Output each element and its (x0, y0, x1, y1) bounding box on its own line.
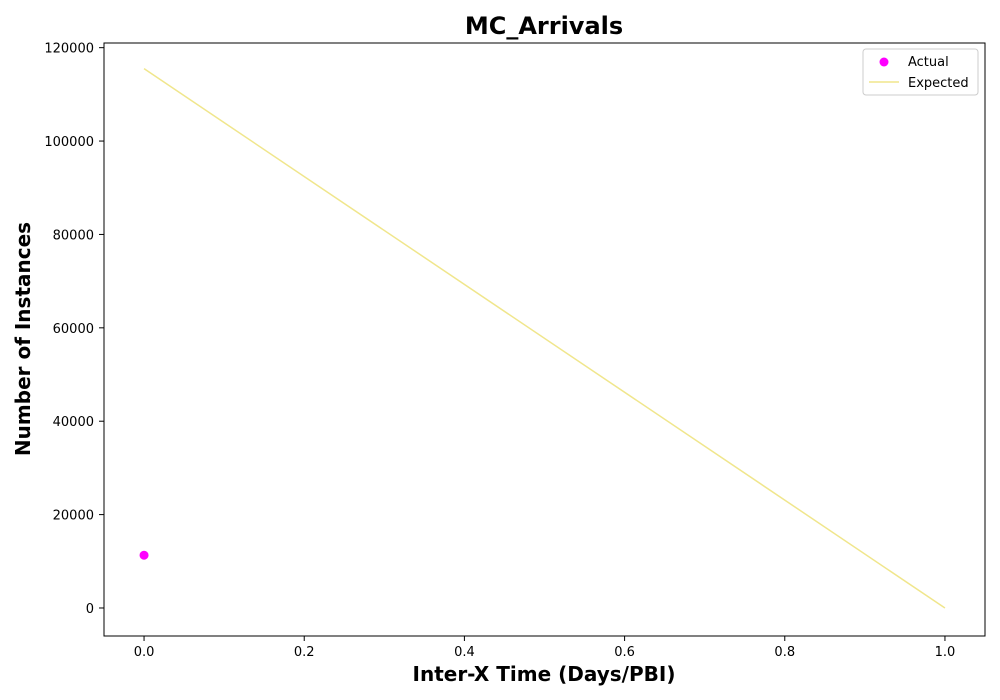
y-tick-label: 40000 (53, 415, 94, 430)
y-tick-label: 100000 (44, 135, 94, 150)
x-tick-label: 0.4 (454, 645, 475, 660)
y-tick-label: 20000 (53, 509, 94, 524)
legend-marker-actual (879, 57, 889, 67)
legend-box (862, 48, 979, 96)
y-tick-label: 60000 (53, 322, 94, 337)
plot-area (103, 42, 986, 637)
x-axis-ticks: 0.0 0.2 0.4 0.6 0.8 1.0 (134, 636, 956, 660)
x-axis-label: Inter-X Time (Days/PBI) (413, 662, 676, 686)
y-tick-label: 80000 (53, 228, 94, 243)
legend-label-expected: Expected (908, 76, 969, 91)
y-tick-label: 0 (86, 602, 94, 617)
legend: Actual Expected (862, 48, 979, 96)
data-point-actual (139, 550, 149, 560)
y-axis-ticks: 0 20000 40000 60000 80000 100000 120000 (44, 42, 104, 617)
series-layer (139, 68, 946, 609)
series-line-expected (143, 68, 946, 609)
legend-label-actual: Actual (908, 55, 949, 70)
x-tick-label: 0.2 (294, 645, 315, 660)
x-tick-label: 1.0 (935, 645, 956, 660)
y-axis-label: Number of Instances (11, 222, 35, 456)
x-tick-label: 0.8 (774, 645, 795, 660)
chart-title: MC_Arrivals (465, 12, 623, 40)
x-tick-label: 0.6 (614, 645, 635, 660)
x-tick-label: 0.0 (134, 645, 155, 660)
y-tick-label: 120000 (44, 42, 94, 57)
